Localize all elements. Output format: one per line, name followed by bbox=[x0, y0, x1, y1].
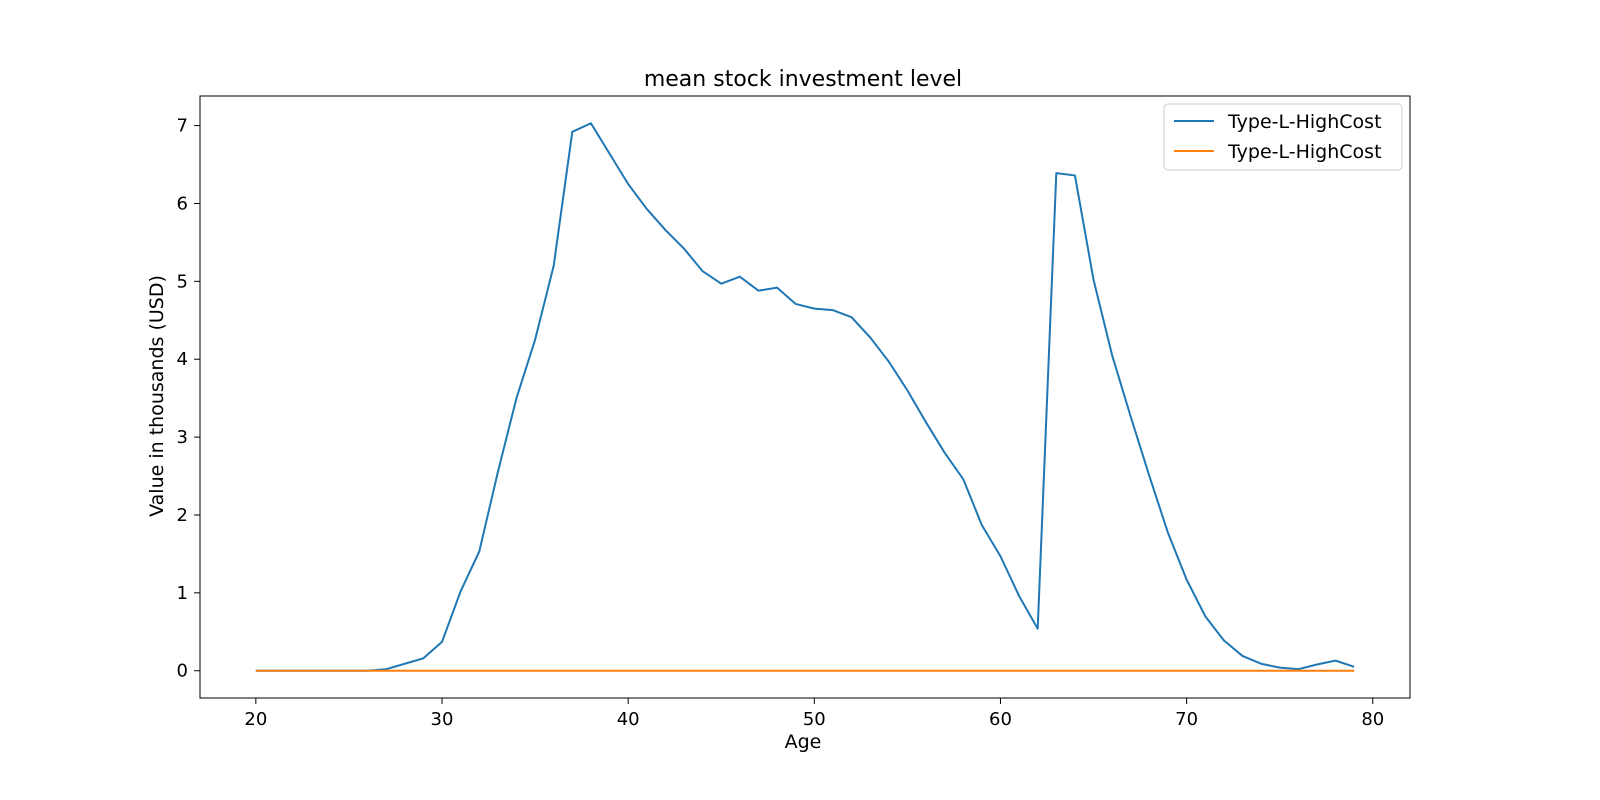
y-tick-label: 5 bbox=[177, 271, 188, 292]
series-layer bbox=[255, 122, 1355, 672]
y-tick-label: 6 bbox=[177, 193, 188, 214]
x-tick-label: 40 bbox=[617, 709, 640, 730]
legend: Type-L-HighCost Type-L-HighCost bbox=[1163, 103, 1403, 171]
y-tick-label: 2 bbox=[177, 505, 188, 526]
y-tick-label: 3 bbox=[177, 427, 188, 448]
y-tick-label: 0 bbox=[177, 661, 188, 682]
x-tick-label: 50 bbox=[803, 709, 826, 730]
x-tick-label: 80 bbox=[1361, 709, 1384, 730]
legend-label-1: Type-L-HighCost bbox=[1227, 111, 1382, 133]
y-tick-label: 7 bbox=[177, 116, 188, 137]
y-axis-label: Value in thousands (USD) bbox=[146, 275, 168, 517]
x-tick-label: 30 bbox=[431, 709, 454, 730]
y-axis: 0 1 2 3 4 5 6 7 bbox=[177, 116, 200, 682]
series-line-1 bbox=[255, 122, 1355, 672]
x-axis: 20 30 40 50 60 70 80 bbox=[244, 698, 1384, 730]
y-tick-label: 1 bbox=[177, 583, 188, 604]
plot-frame bbox=[199, 95, 1411, 699]
chart-title: mean stock investment level bbox=[644, 67, 962, 92]
x-tick-label: 20 bbox=[244, 709, 267, 730]
legend-label-2: Type-L-HighCost bbox=[1227, 141, 1382, 163]
y-tick-label: 4 bbox=[177, 349, 188, 370]
x-tick-label: 60 bbox=[989, 709, 1012, 730]
x-axis-label: Age bbox=[785, 731, 822, 753]
legend-box bbox=[1163, 103, 1403, 171]
x-tick-label: 70 bbox=[1175, 709, 1198, 730]
